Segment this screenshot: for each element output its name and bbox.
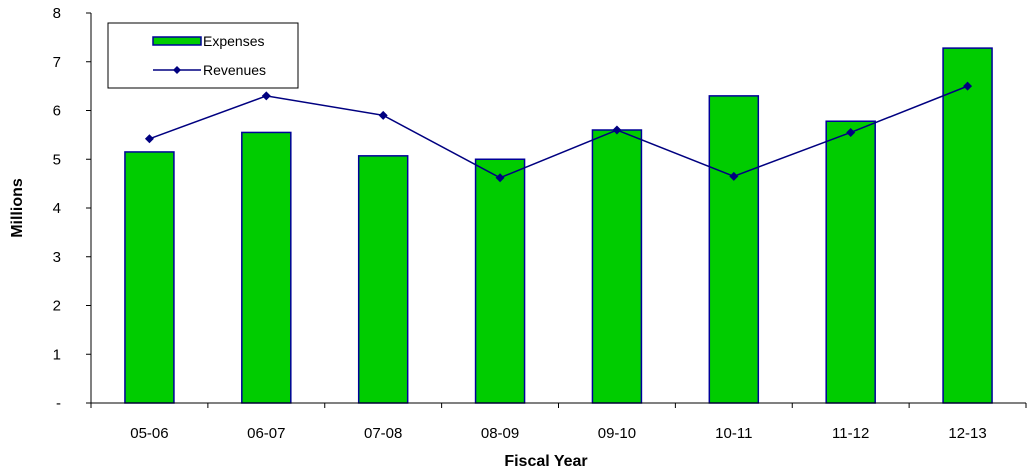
revenues-point (261, 91, 271, 101)
x-axis-ticks: 05-06 06-07 07-08 08-09 09-10 10-11 11-12 12-13 (90, 403, 1027, 442)
expenses-bar (825, 120, 876, 404)
expenses-bar (241, 131, 292, 404)
expenses-bar (124, 151, 175, 404)
y-tick-label: 6 (53, 103, 61, 120)
revenues-point (612, 125, 622, 135)
expenses-bar (942, 47, 993, 404)
legend-swatch-expenses (152, 36, 202, 46)
x-tick-label: 09-10 (598, 425, 636, 442)
y-tick-label: 2 (53, 298, 61, 315)
x-axis-title: Fiscal Year (504, 453, 587, 470)
revenues-point (729, 171, 739, 181)
x-tick-label: 07-08 (364, 425, 402, 442)
y-tick-label: 8 (53, 5, 61, 22)
revenues-point (378, 110, 388, 120)
y-tick-label: - (56, 395, 61, 412)
expenses-bars (124, 47, 993, 404)
revenues-line (144, 81, 973, 183)
x-tick-label: 12-13 (948, 425, 986, 442)
revenues-point (963, 81, 973, 91)
revenues-point (495, 173, 505, 183)
x-tick-label: 11-12 (832, 425, 869, 442)
expenses-bar (708, 95, 760, 404)
legend-label-revenues: Revenues (203, 62, 266, 78)
x-tick-label: 10-11 (715, 425, 752, 442)
y-tick-label: 1 (53, 346, 61, 363)
y-tick-label: 7 (53, 54, 61, 71)
y-tick-label: 5 (53, 151, 61, 168)
revenues-point (144, 134, 154, 144)
legend-label-expenses: Expenses (203, 33, 264, 49)
legend-swatch-revenues-marker (173, 66, 181, 74)
x-tick-label: 06-07 (247, 425, 285, 442)
y-tick-label: 3 (53, 249, 61, 266)
x-tick-label: 05-06 (130, 425, 168, 442)
y-tick-label: 4 (53, 200, 61, 217)
revenues-series-line (149, 85, 968, 179)
legend-box (107, 22, 299, 89)
y-axis-ticks: - 1 2 3 4 5 6 7 8 (53, 5, 91, 412)
x-tick-label: 08-09 (481, 425, 519, 442)
expenses-bar (474, 158, 526, 404)
revenues-point (846, 127, 856, 137)
expenses-bar (357, 155, 409, 404)
y-axis-title: Millions (9, 178, 26, 238)
expenses-bar (591, 129, 643, 404)
legend: Expenses Revenues (107, 22, 299, 89)
